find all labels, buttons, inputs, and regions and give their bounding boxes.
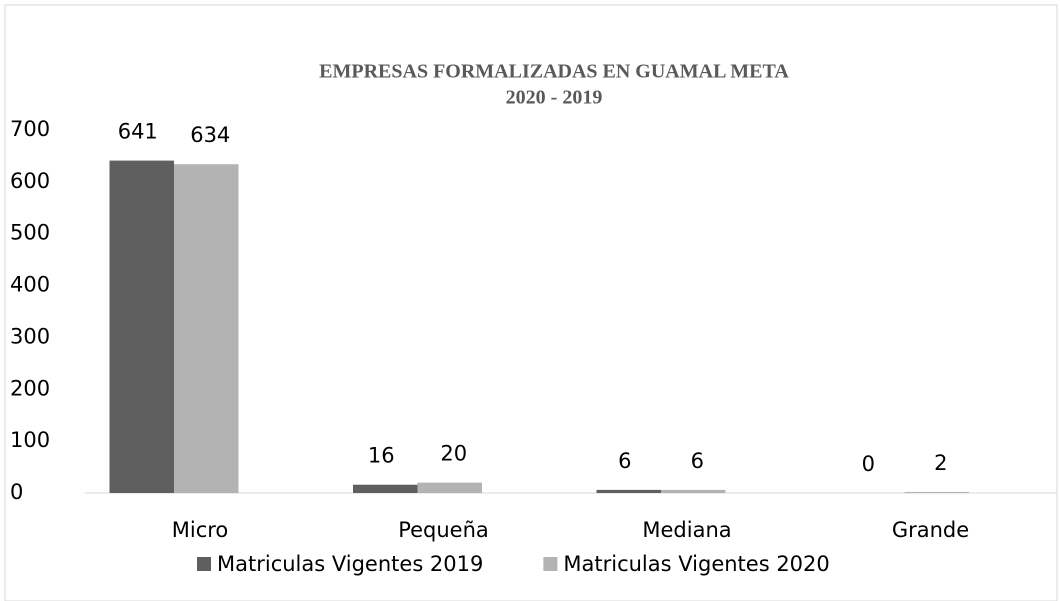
data-label: 0 [862,452,875,476]
data-label: 2 [934,451,947,475]
data-label: 6 [691,449,704,473]
bar [174,164,239,493]
data-label: 20 [440,442,467,466]
x-tick-label: Micro [172,518,229,542]
chart-title: EMPRESAS FORMALIZADAS EN GUAMAL META [319,61,789,83]
chart-subtitle: 2020 - 2019 [506,87,603,109]
x-tick-label: Mediana [642,518,731,542]
bar [661,489,726,493]
y-tick-label: 200 [10,376,50,400]
bar [417,482,482,493]
x-tick-label: Grande [892,518,969,542]
bar [353,484,418,493]
y-tick-label: 600 [10,169,50,193]
legend-swatch [543,557,558,571]
y-tick-label: 0 [10,480,23,504]
legend-label: Matriculas Vigentes 2020 [563,552,829,576]
legend-label: Matriculas Vigentes 2019 [217,552,483,576]
y-tick-label: 300 [10,324,50,348]
legend-swatch [197,557,211,571]
data-label: 641 [118,120,158,144]
y-tick-label: 100 [10,428,50,452]
y-tick-label: 700 [10,117,50,141]
bar [904,491,969,493]
y-tick-label: 400 [10,273,50,297]
bar [109,160,174,494]
y-tick-label: 500 [10,221,50,245]
data-label: 6 [618,449,631,473]
data-label: 16 [368,444,395,468]
x-tick-label: Pequeña [398,518,489,542]
bar [596,489,661,493]
data-label: 634 [190,123,230,147]
